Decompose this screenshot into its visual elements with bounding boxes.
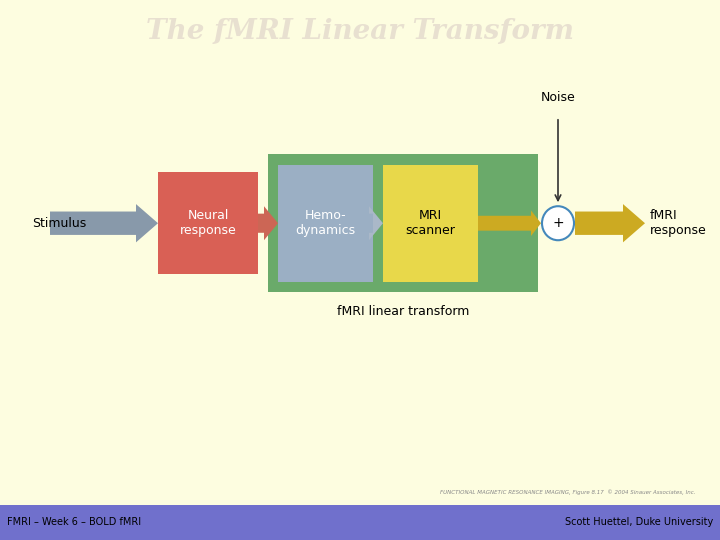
Polygon shape	[478, 211, 541, 236]
Text: Stimulus: Stimulus	[32, 217, 86, 230]
FancyBboxPatch shape	[383, 165, 478, 282]
FancyBboxPatch shape	[0, 505, 720, 540]
Text: The fMRI Linear Transform: The fMRI Linear Transform	[146, 18, 574, 45]
Text: Scott Huettel, Duke University: Scott Huettel, Duke University	[564, 517, 713, 528]
Text: fMRI
response: fMRI response	[650, 209, 707, 237]
FancyBboxPatch shape	[158, 172, 258, 274]
Text: FUNCTIONAL MAGNETIC RESONANCE IMAGING, Figure 8.17  © 2004 Sinauer Associates, I: FUNCTIONAL MAGNETIC RESONANCE IMAGING, F…	[439, 489, 695, 495]
Text: +: +	[552, 216, 564, 230]
Polygon shape	[50, 204, 158, 242]
Circle shape	[542, 206, 574, 240]
Polygon shape	[575, 204, 645, 242]
FancyBboxPatch shape	[278, 165, 373, 282]
Polygon shape	[258, 206, 278, 240]
Text: Noise: Noise	[541, 91, 575, 104]
Text: FMRI – Week 6 – BOLD fMRI: FMRI – Week 6 – BOLD fMRI	[7, 517, 141, 528]
FancyBboxPatch shape	[268, 154, 538, 292]
Polygon shape	[369, 206, 383, 240]
Text: Neural
response: Neural response	[179, 209, 236, 237]
Text: Hemo-
dynamics: Hemo- dynamics	[295, 209, 356, 237]
Text: fMRI linear transform: fMRI linear transform	[337, 305, 469, 318]
Text: MRI
scanner: MRI scanner	[405, 209, 456, 237]
